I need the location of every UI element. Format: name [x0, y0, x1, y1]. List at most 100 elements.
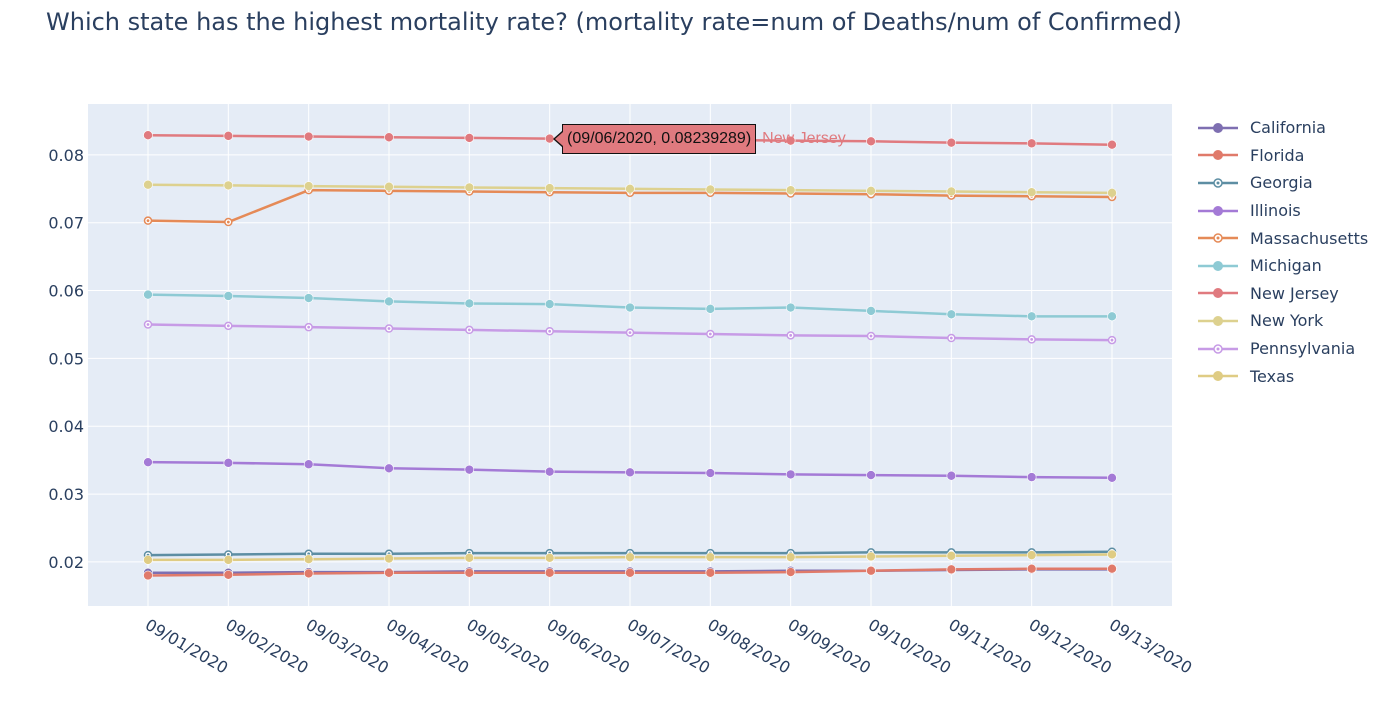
data-point-new-jersey[interactable] [143, 130, 153, 141]
data-point-texas[interactable] [705, 552, 716, 562]
data-point-new-jersey[interactable] [384, 132, 394, 143]
data-point-florida[interactable] [544, 567, 555, 578]
legend-item-massachusetts[interactable]: Massachusetts [1196, 224, 1368, 252]
data-point-florida[interactable] [223, 569, 234, 580]
tooltip-value: (09/06/2020, 0.08239289) [562, 124, 757, 154]
data-point-illinois[interactable] [866, 470, 876, 480]
data-point-texas[interactable] [866, 551, 876, 562]
data-point-texas[interactable] [303, 554, 314, 564]
data-point-new-jersey[interactable] [946, 137, 957, 148]
data-point-florida[interactable] [384, 567, 394, 578]
data-point-texas[interactable] [544, 553, 555, 563]
data-point-dot-pennsylvania [789, 333, 793, 337]
data-point-florida[interactable] [303, 568, 314, 579]
data-point-new-jersey[interactable] [785, 135, 796, 146]
data-point-new-jersey[interactable] [464, 133, 475, 143]
data-point-illinois[interactable] [705, 468, 716, 478]
data-point-new-york[interactable] [785, 185, 796, 195]
data-point-new-jersey[interactable] [866, 136, 876, 147]
data-point-michigan[interactable] [625, 302, 635, 313]
data-point-new-york[interactable] [1026, 187, 1037, 197]
data-point-michigan[interactable] [143, 289, 153, 300]
data-point-new-york[interactable] [384, 181, 394, 192]
data-point-florida[interactable] [1107, 563, 1117, 574]
data-point-texas[interactable] [625, 552, 635, 562]
data-point-texas[interactable] [1026, 550, 1037, 560]
data-point-illinois[interactable] [946, 470, 957, 481]
data-point-florida[interactable] [625, 567, 635, 578]
data-point-florida[interactable] [785, 567, 796, 577]
data-point-texas[interactable] [464, 553, 475, 563]
legend-item-new-jersey[interactable]: New Jersey [1196, 280, 1368, 308]
data-point-michigan[interactable] [384, 296, 394, 307]
data-point-illinois[interactable] [384, 463, 394, 474]
data-point-florida[interactable] [464, 567, 475, 578]
data-point-new-york[interactable] [705, 184, 716, 195]
data-point-texas[interactable] [1107, 549, 1117, 560]
data-point-michigan[interactable] [223, 291, 234, 301]
data-point-texas[interactable] [143, 555, 153, 565]
legend-item-texas[interactable]: Texas [1196, 362, 1368, 390]
legend-swatch [1198, 260, 1238, 271]
data-point-michigan[interactable] [544, 299, 555, 309]
legend-item-new-york[interactable]: New York [1196, 307, 1368, 335]
data-point-illinois[interactable] [1026, 472, 1037, 482]
data-point-dot-massachusetts [146, 219, 150, 223]
data-point-illinois[interactable] [464, 464, 475, 475]
data-point-texas[interactable] [384, 553, 394, 564]
data-point-new-york[interactable] [946, 186, 957, 197]
data-point-michigan[interactable] [705, 304, 716, 314]
data-point-michigan[interactable] [866, 306, 876, 316]
legend-label: Massachusetts [1250, 228, 1369, 248]
data-point-florida[interactable] [705, 567, 716, 578]
data-point-illinois[interactable] [143, 457, 153, 467]
data-point-new-york[interactable] [223, 180, 234, 191]
data-point-dot-pennsylvania [467, 328, 471, 332]
legend-item-illinois[interactable]: Illinois [1196, 197, 1368, 225]
legend-item-georgia[interactable]: Georgia [1196, 169, 1368, 197]
x-tick-label: 09/10/2020 [865, 615, 954, 678]
data-point-florida[interactable] [1026, 563, 1037, 574]
data-point-new-jersey[interactable] [1026, 138, 1037, 149]
data-point-michigan[interactable] [946, 309, 957, 320]
data-point-new-york[interactable] [544, 183, 555, 193]
legend-swatch [1198, 288, 1238, 299]
data-point-new-york[interactable] [464, 182, 475, 193]
data-point-new-jersey[interactable] [303, 131, 314, 142]
data-point-new-york[interactable] [1107, 188, 1117, 198]
data-point-illinois[interactable] [303, 459, 314, 470]
data-point-florida[interactable] [866, 565, 876, 576]
data-point-new-jersey[interactable] [1107, 139, 1117, 150]
data-point-michigan[interactable] [1026, 311, 1037, 322]
data-point-illinois[interactable] [1107, 472, 1117, 483]
data-point-illinois[interactable] [625, 467, 635, 478]
legend-item-california[interactable]: California [1196, 114, 1368, 142]
data-point-illinois[interactable] [544, 466, 555, 477]
data-point-florida[interactable] [946, 564, 957, 575]
data-point-new-york[interactable] [303, 181, 314, 191]
legend-label: Florida [1250, 145, 1305, 165]
data-point-michigan[interactable] [1107, 311, 1117, 322]
legend-item-pennsylvania[interactable]: Pennsylvania [1196, 335, 1368, 363]
legend-item-florida[interactable]: Florida [1196, 142, 1368, 170]
data-point-florida[interactable] [143, 570, 153, 581]
data-point-michigan[interactable] [303, 293, 314, 303]
legend-item-michigan[interactable]: Michigan [1196, 252, 1368, 280]
data-point-texas[interactable] [223, 555, 234, 565]
data-point-new-jersey[interactable] [223, 131, 234, 141]
data-point-illinois[interactable] [223, 458, 234, 468]
data-point-new-york[interactable] [866, 186, 876, 196]
x-axis-tick-labels: 09/01/202009/02/202009/03/202009/04/2020… [142, 615, 1195, 678]
data-point-illinois[interactable] [785, 469, 796, 480]
data-point-michigan[interactable] [464, 298, 475, 309]
y-tick-label: 0.06 [48, 282, 84, 301]
data-point-texas[interactable] [785, 552, 796, 562]
data-point-dot-pennsylvania [949, 336, 953, 340]
data-point-new-york[interactable] [143, 179, 153, 190]
x-tick-label: 09/11/2020 [945, 615, 1034, 678]
data-point-dot-pennsylvania [869, 334, 873, 338]
data-point-new-york[interactable] [625, 183, 635, 194]
data-point-texas[interactable] [946, 550, 957, 561]
data-point-michigan[interactable] [785, 302, 796, 313]
